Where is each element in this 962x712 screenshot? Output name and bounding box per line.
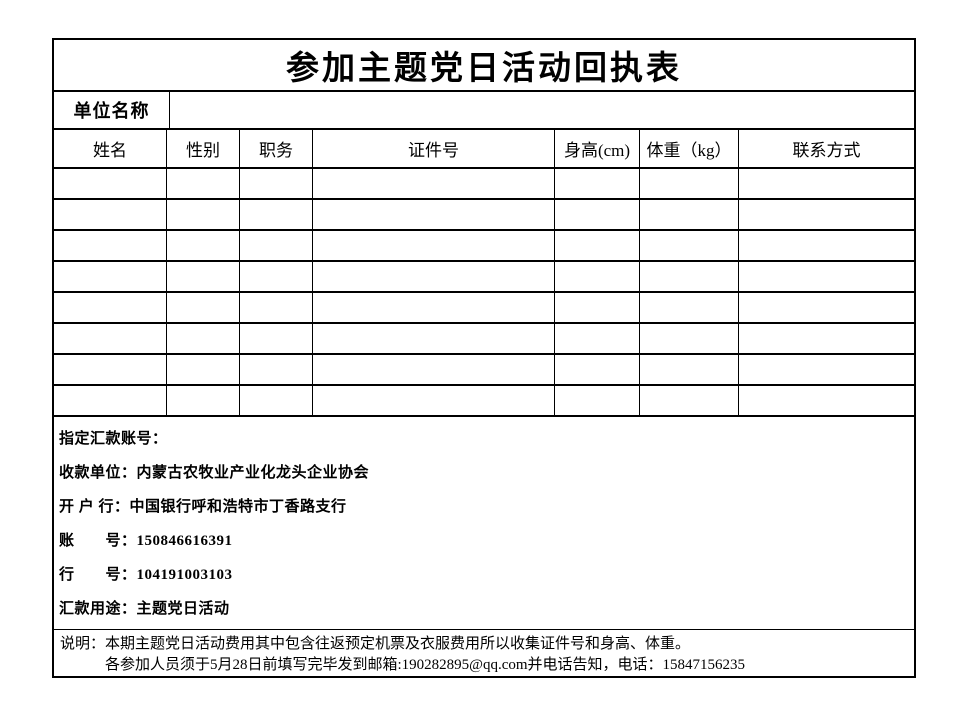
form-title: 参加主题党日活动回执表	[286, 50, 682, 87]
table-row	[54, 231, 914, 263]
input-cell[interactable]	[555, 231, 640, 261]
unit-name-row: 单位名称	[54, 91, 914, 131]
input-cell[interactable]	[313, 293, 555, 323]
input-cell[interactable]	[54, 169, 167, 199]
input-cell[interactable]	[739, 324, 914, 353]
input-cell[interactable]	[640, 293, 739, 323]
input-cell[interactable]	[54, 293, 167, 323]
input-cell[interactable]	[313, 169, 555, 199]
input-cell[interactable]	[313, 231, 555, 261]
input-cell[interactable]	[240, 386, 313, 416]
input-cell[interactable]	[640, 324, 739, 354]
input-cell[interactable]	[555, 200, 640, 230]
input-cell[interactable]	[640, 169, 739, 199]
table-row	[54, 169, 914, 201]
input-cell[interactable]	[54, 386, 167, 416]
payment-line-2: 开 户 行：中国银行呼和浩特市丁香路支行	[59, 499, 347, 516]
table-row	[54, 324, 914, 356]
payment-line-5: 汇款用途：主题党日活动	[59, 601, 230, 618]
input-cell[interactable]	[54, 231, 167, 261]
payment-line-4: 行 号：104191003103	[59, 567, 233, 584]
input-cell[interactable]	[640, 231, 739, 261]
unit-name-label: 单位名称	[54, 91, 170, 129]
input-cell[interactable]	[54, 355, 167, 385]
input-cell[interactable]	[555, 169, 640, 199]
table-body	[54, 169, 914, 418]
input-cell[interactable]	[240, 324, 313, 354]
input-cell[interactable]	[240, 169, 313, 199]
payment-line-0: 指定汇款账号：	[59, 431, 168, 448]
input-cell[interactable]	[313, 200, 555, 230]
input-cell[interactable]	[640, 355, 739, 385]
payment-info-block: 指定汇款账号： 收款单位：内蒙古农牧业产业化龙头企业协会开 户 行：中国银行呼和浩…	[54, 417, 914, 631]
payment-line-1: 收款单位：内蒙古农牧业产业化龙头企业协会	[59, 465, 370, 482]
input-cell[interactable]	[313, 386, 555, 416]
input-cell[interactable]	[640, 386, 739, 416]
table-row	[54, 293, 914, 325]
column-header-5: 体重（kg）	[640, 130, 739, 168]
input-cell[interactable]	[739, 231, 914, 260]
table-row	[54, 355, 914, 387]
input-cell[interactable]	[640, 262, 739, 292]
input-cell[interactable]	[167, 231, 240, 261]
input-cell[interactable]	[313, 262, 555, 292]
input-cell[interactable]	[555, 262, 640, 292]
payment-line-3: 账 号：150846616391	[59, 533, 233, 550]
column-header-4: 身高(cm)	[555, 130, 640, 168]
input-cell[interactable]	[167, 355, 240, 385]
input-cell[interactable]	[739, 169, 914, 198]
unit-name-input-cell[interactable]	[170, 92, 914, 129]
input-cell[interactable]	[167, 293, 240, 323]
input-cell[interactable]	[240, 231, 313, 261]
input-cell[interactable]	[240, 262, 313, 292]
input-cell[interactable]	[555, 293, 640, 323]
title-row: 参加主题党日活动回执表	[54, 40, 914, 92]
input-cell[interactable]	[54, 324, 167, 354]
column-header-3: 证件号	[313, 130, 555, 168]
column-header-2: 职务	[240, 130, 313, 168]
input-cell[interactable]	[313, 324, 555, 354]
input-cell[interactable]	[167, 200, 240, 230]
column-header-1: 性别	[167, 130, 240, 168]
input-cell[interactable]	[54, 200, 167, 230]
input-cell[interactable]	[640, 200, 739, 230]
input-cell[interactable]	[739, 200, 914, 229]
input-cell[interactable]	[240, 355, 313, 385]
reply-form-table: 参加主题党日活动回执表 单位名称 姓名 性别 职务 证件号 身高(cm) 体重（kg） 联系…	[52, 38, 916, 678]
input-cell[interactable]	[313, 355, 555, 385]
column-header-6: 联系方式	[792, 141, 861, 161]
input-cell[interactable]	[167, 169, 240, 199]
note-label: 说明：	[60, 636, 106, 653]
input-cell[interactable]	[739, 386, 914, 415]
input-cell[interactable]	[167, 262, 240, 292]
note-block: 说明：本期主题党日活动费用其中包含往返预定机票及衣服费用所以收集证件号和身高、体…	[54, 630, 914, 676]
table-header-row: 姓名 性别 职务 证件号 身高(cm) 体重（kg） 联系方式	[54, 130, 914, 170]
table-row	[54, 200, 914, 232]
input-cell[interactable]	[167, 386, 240, 416]
table-row	[54, 262, 914, 294]
input-cell[interactable]	[240, 200, 313, 230]
note-text-1: 本期主题党日活动费用其中包含往返预定机票及衣服费用所以收集证件号和身高、体重。	[105, 636, 691, 653]
input-cell[interactable]	[739, 293, 914, 322]
input-cell[interactable]	[167, 324, 240, 354]
note-line-1: 说明：本期主题党日活动费用其中包含往返预定机票及衣服费用所以收集证件号和身高、体…	[60, 634, 908, 655]
column-header-0: 姓名	[54, 130, 167, 168]
input-cell[interactable]	[739, 262, 914, 291]
input-cell[interactable]	[240, 293, 313, 323]
table-row	[54, 386, 914, 418]
note-line-2: 各参加人员须于5月28日前填写完毕发到邮箱:190282895@qq.com并电…	[105, 657, 746, 674]
input-cell[interactable]	[555, 324, 640, 354]
input-cell[interactable]	[54, 262, 167, 292]
input-cell[interactable]	[739, 355, 914, 384]
input-cell[interactable]	[555, 355, 640, 385]
input-cell[interactable]	[555, 386, 640, 416]
